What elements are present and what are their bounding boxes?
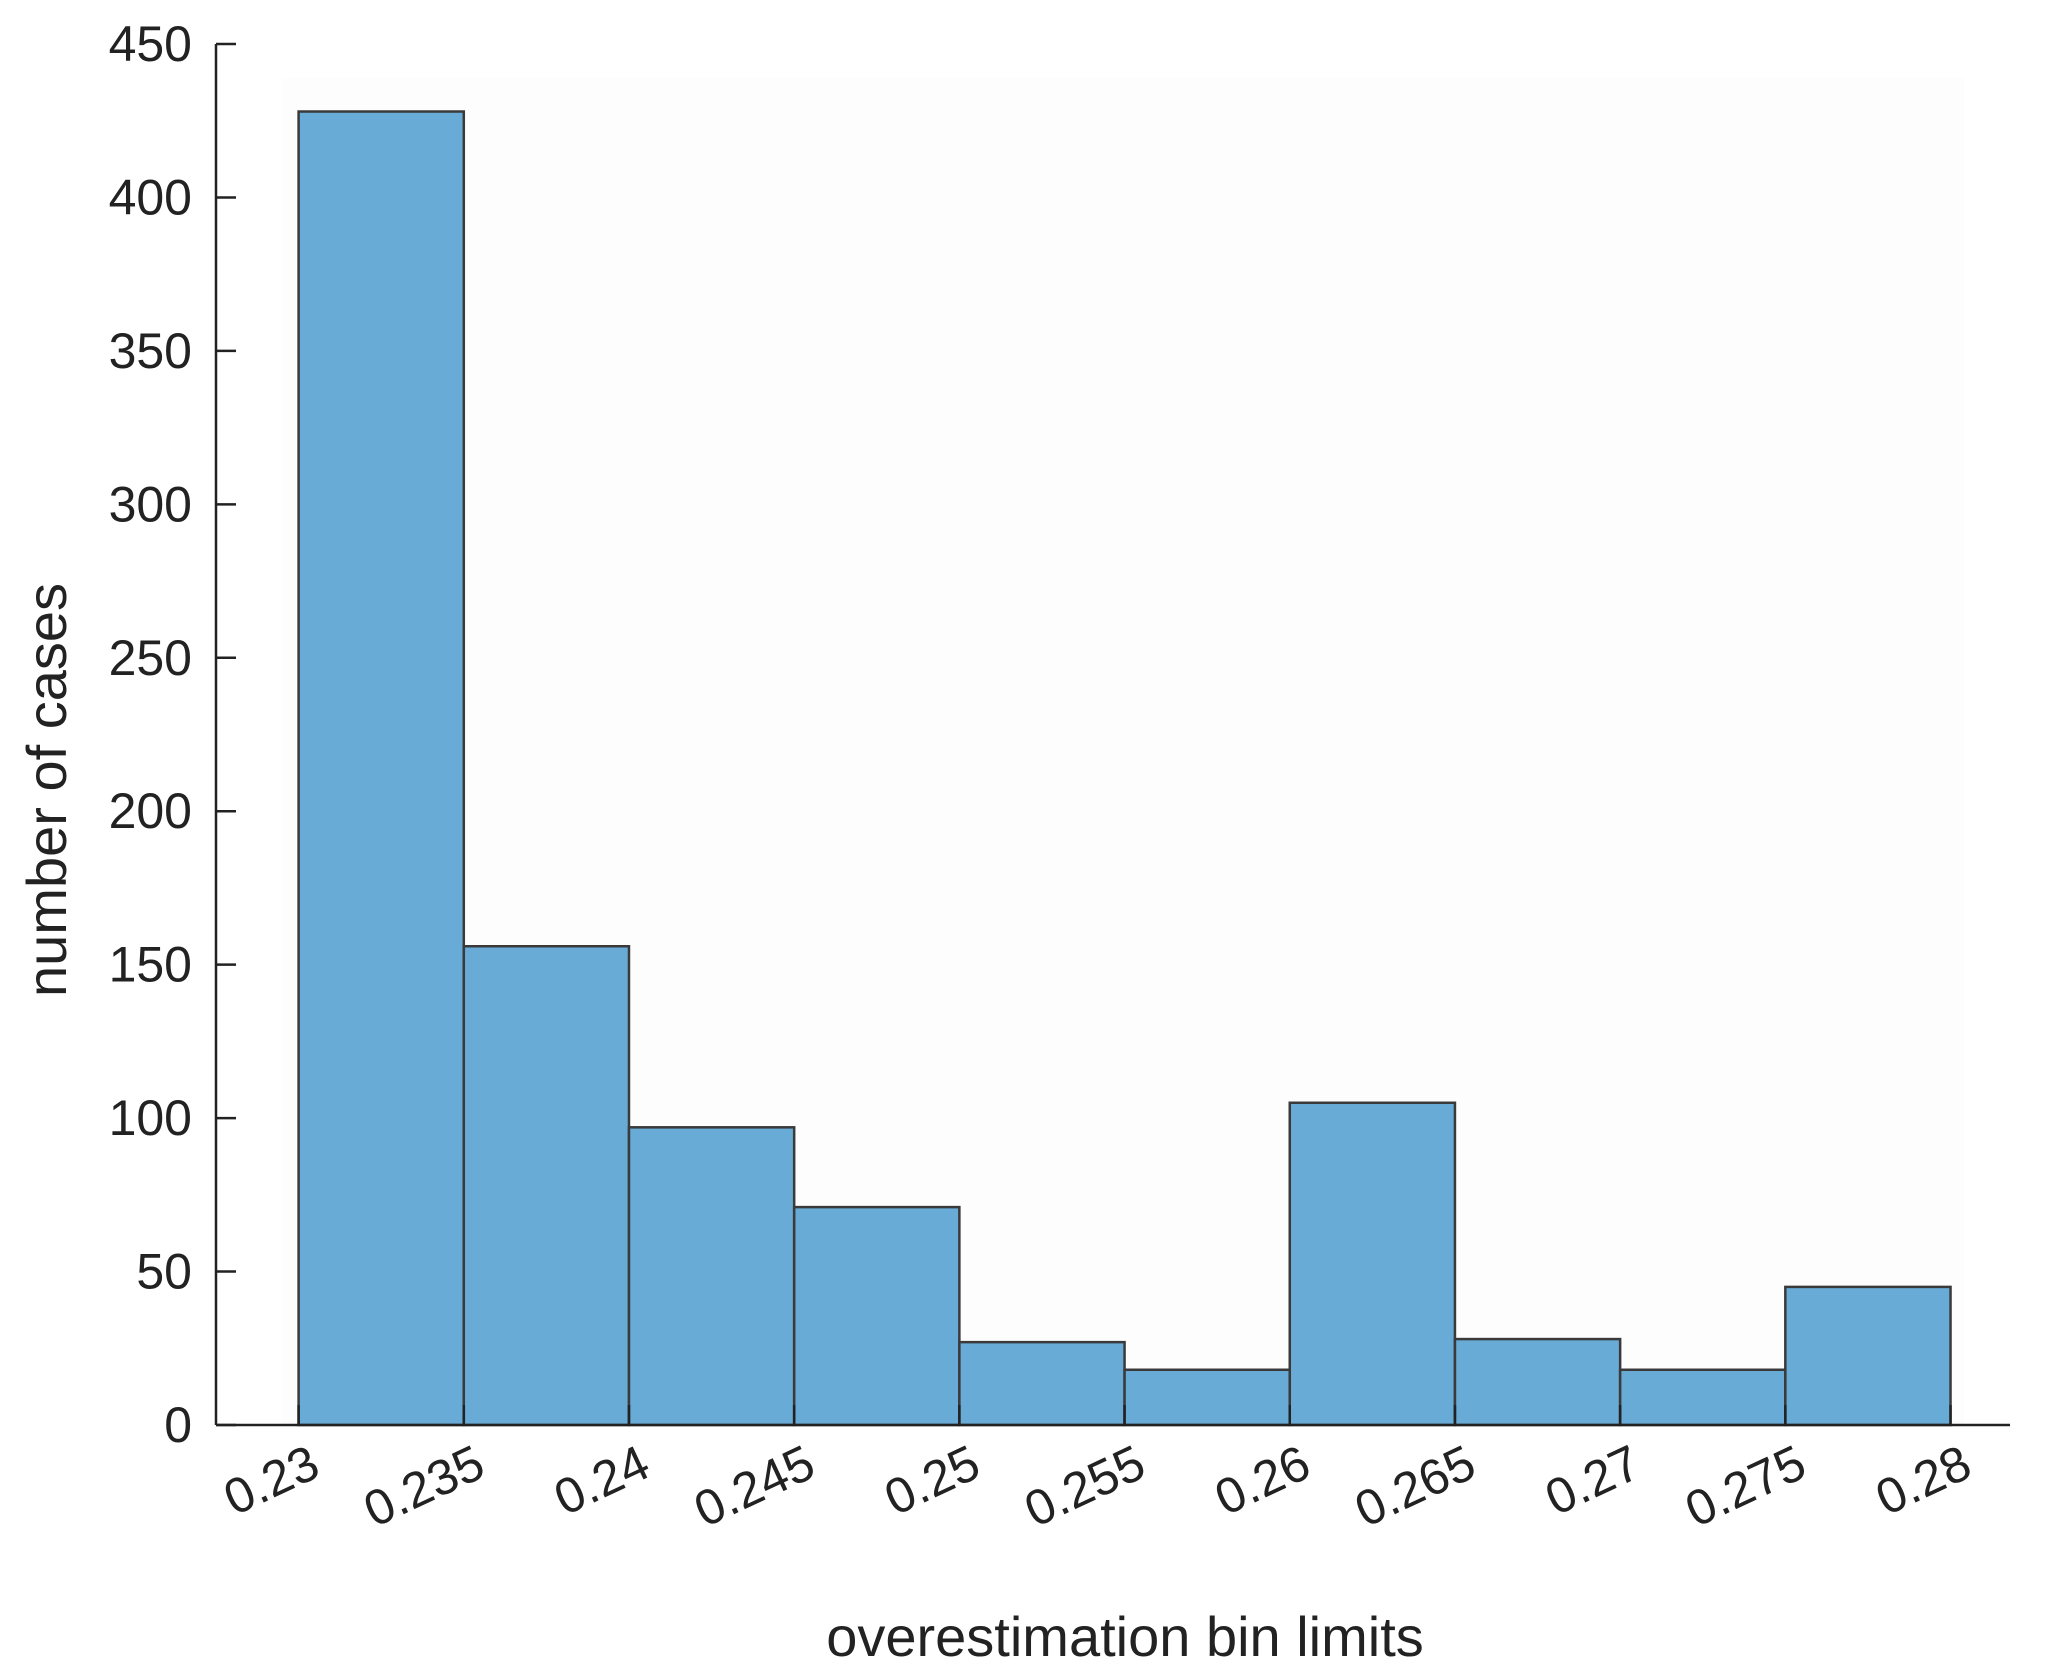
y-tick-label: 250: [109, 630, 192, 686]
histogram-bar: [462, 945, 631, 1427]
y-ticks: 0 50 100 150 200 250 300 350 400 450: [109, 16, 236, 1453]
y-axis-title: number of cases: [15, 583, 78, 997]
y-tick-label: 450: [109, 16, 192, 72]
histogram-bar: [1453, 1337, 1622, 1427]
histogram-bar: [1784, 1285, 1952, 1427]
histogram-bar: [1123, 1368, 1292, 1427]
x-tick-label: 0.235: [355, 1434, 492, 1538]
bars: [297, 110, 1952, 1427]
histogram-bar: [627, 1126, 796, 1427]
x-axis-title: overestimation bin limits: [826, 1605, 1424, 1668]
histogram-bar: [1288, 1101, 1457, 1427]
histogram-bar: [958, 1340, 1126, 1427]
histogram-bar: [297, 110, 466, 1427]
y-tick-label: 100: [109, 1090, 192, 1146]
x-tick-label: 0.26: [1207, 1434, 1319, 1526]
y-tick-label: 150: [109, 937, 192, 993]
x-tick-label: 0.245: [686, 1434, 823, 1538]
y-tick-label: 50: [136, 1244, 192, 1300]
x-tick-label: 0.255: [1016, 1434, 1153, 1538]
y-tick-label: 0: [164, 1397, 192, 1453]
y-tick-label: 200: [109, 783, 192, 839]
x-tick-label: 0.28: [1867, 1434, 1979, 1526]
histogram-bar: [792, 1205, 961, 1427]
x-tick-label: 0.275: [1677, 1434, 1814, 1538]
histogram-bar: [1618, 1368, 1787, 1427]
x-tick-label: 0.24: [546, 1434, 658, 1526]
y-tick-label: 300: [109, 476, 192, 532]
y-tick-label: 400: [109, 169, 192, 225]
x-tick-label: 0.265: [1347, 1434, 1484, 1538]
x-tick-label: 0.25: [876, 1434, 988, 1526]
y-tick-label: 350: [109, 323, 192, 379]
x-tick-label: 0.23: [215, 1434, 327, 1526]
x-tick-label: 0.27: [1537, 1434, 1649, 1526]
